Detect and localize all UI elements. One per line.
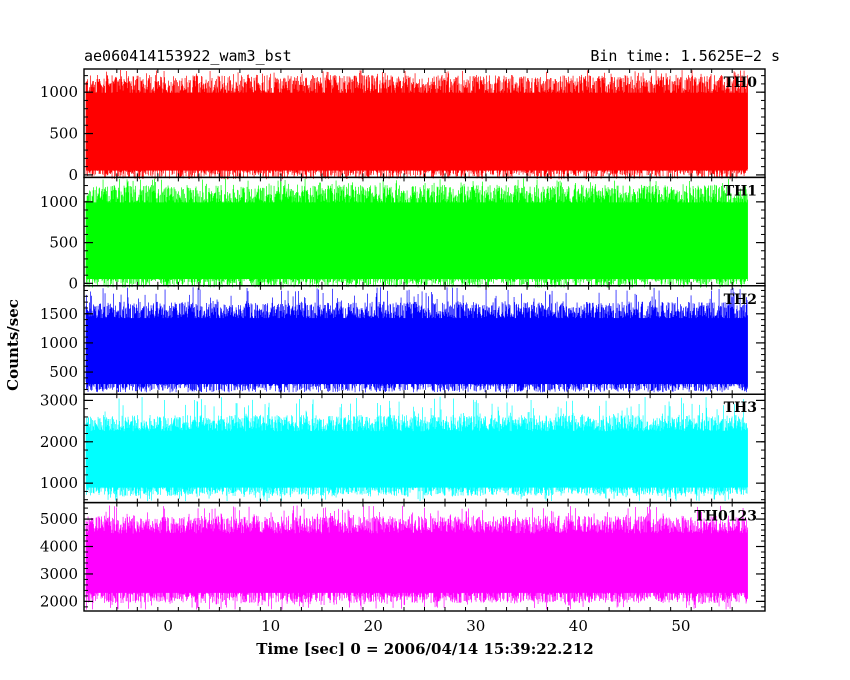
- x-tick-label: 40: [569, 617, 588, 635]
- series-trace-th1: [85, 178, 748, 288]
- y-tick-label: 500: [49, 125, 78, 143]
- y-tick-label: 0: [68, 274, 78, 292]
- y-tick-label: 4000: [40, 538, 78, 556]
- panel-label-th0123: TH0123: [694, 509, 757, 525]
- series-trace-th3: [85, 396, 748, 502]
- chart-title-left: ae060414153922_wam3_bst: [84, 47, 292, 65]
- x-axis: 0 10 20 30 40 50: [163, 617, 690, 635]
- x-axis-label: Time [sec] 0 = 2006/04/14 15:39:22.212: [256, 640, 593, 658]
- y-tick-label: 3000: [40, 391, 78, 409]
- y-tick-label: 1500: [40, 305, 78, 323]
- series-trace-th0123: [85, 505, 748, 610]
- panel-th0: 0 500 1000 TH0: [40, 68, 766, 184]
- x-tick-label: 10: [261, 617, 280, 635]
- y-tick-label: 1000: [40, 334, 78, 352]
- y-tick-label: 500: [49, 234, 78, 252]
- y-tick-label: 0: [68, 166, 78, 184]
- y-tick-label: 2000: [40, 592, 78, 610]
- panels-group: 0 500 1000 TH0 0 500 1000 TH1 500 1000 1500 TH2 1000…: [40, 68, 766, 612]
- panel-label-th1: TH1: [724, 183, 757, 199]
- y-tick-label: 3000: [40, 565, 78, 583]
- panel-th1: 0 500 1000 TH1: [40, 176, 766, 292]
- series-trace-th0: [85, 69, 748, 180]
- series-trace-th2: [85, 287, 748, 393]
- y-axis-label: Counts/sec: [4, 299, 22, 391]
- panel-label-th2: TH2: [724, 292, 757, 308]
- chart-title-right: Bin time: 1.5625E−2 s: [590, 47, 780, 65]
- y-tick-label: 1000: [40, 193, 78, 211]
- y-tick-label: 5000: [40, 510, 78, 528]
- x-tick-label: 0: [163, 617, 173, 635]
- panel-th3: 1000 2000 3000 TH3: [40, 391, 766, 504]
- y-tick-label: 500: [49, 363, 78, 381]
- y-tick-label: 1000: [40, 474, 78, 492]
- x-tick-label: 50: [671, 617, 690, 635]
- panel-th0123: 2000 3000 4000 5000 TH0123: [40, 501, 766, 612]
- y-tick-label: 1000: [40, 83, 78, 101]
- panel-label-th3: TH3: [724, 400, 757, 416]
- panel-th2: 500 1000 1500 TH2: [40, 285, 766, 395]
- x-tick-label: 30: [466, 617, 485, 635]
- panel-label-th0: TH0: [724, 75, 758, 91]
- y-tick-label: 2000: [40, 433, 78, 451]
- x-tick-label: 20: [364, 617, 383, 635]
